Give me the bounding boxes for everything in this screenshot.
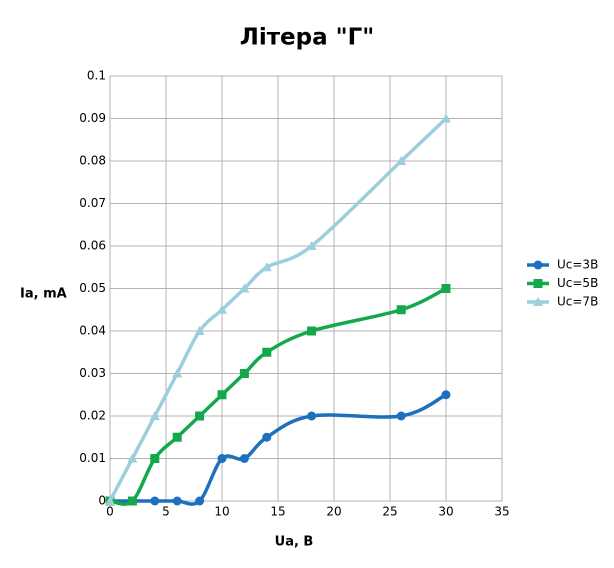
- marker: [441, 390, 451, 400]
- x-axis-label: Ua, B: [275, 535, 314, 550]
- marker: [307, 326, 317, 336]
- x-tick-label: 15: [270, 505, 285, 519]
- x-tick-label: 10: [214, 505, 229, 519]
- y-tick-label: 0.08: [79, 154, 106, 168]
- legend-label: Uc=3B: [557, 258, 598, 272]
- marker: [239, 454, 249, 463]
- y-tick-label: 0.09: [79, 111, 106, 125]
- marker: [172, 432, 182, 442]
- y-tick-label: 0.05: [79, 281, 106, 295]
- marker: [172, 368, 183, 378]
- marker: [217, 304, 227, 314]
- x-tick-label: 30: [438, 505, 453, 519]
- marker: [396, 305, 406, 315]
- y-tick-label: 0.02: [79, 409, 106, 423]
- marker: [441, 284, 451, 293]
- x-tick-label: 5: [162, 505, 170, 519]
- marker: [127, 453, 138, 463]
- marker: [307, 411, 317, 421]
- marker: [396, 156, 407, 165]
- y-tick-label: 0.07: [79, 196, 106, 210]
- marker: [194, 326, 205, 335]
- marker: [217, 454, 227, 463]
- marker: [533, 297, 543, 306]
- chart-title: Літера "Г": [240, 25, 375, 51]
- y-axis-label: Ia, mA: [20, 287, 67, 302]
- y-tick-label: 0.1: [87, 69, 106, 83]
- legend-label: Uc=7B: [557, 295, 598, 309]
- x-tick-label: 0: [106, 505, 114, 519]
- marker: [533, 260, 543, 270]
- plot-border: [109, 75, 503, 502]
- marker: [239, 283, 250, 293]
- y-tick-label: 0.01: [79, 451, 106, 465]
- x-tick-label: 20: [326, 505, 341, 519]
- marker: [195, 496, 205, 506]
- marker: [150, 496, 160, 506]
- marker: [150, 454, 160, 463]
- y-tick-label: 0.04: [79, 324, 106, 338]
- marker: [262, 432, 272, 442]
- marker: [149, 411, 160, 420]
- marker: [533, 279, 543, 288]
- marker: [127, 496, 137, 506]
- marker: [195, 411, 205, 421]
- marker: [262, 347, 272, 357]
- marker: [105, 496, 115, 505]
- marker: [441, 113, 451, 123]
- marker: [306, 241, 317, 250]
- line: [108, 117, 448, 502]
- marker: [396, 411, 406, 421]
- marker: [239, 369, 249, 378]
- marker: [217, 390, 227, 400]
- x-tick-label: 35: [494, 505, 509, 519]
- legend-label: Uc=5B: [557, 276, 598, 290]
- y-tick-label: 0.06: [79, 239, 106, 253]
- marker: [172, 496, 182, 506]
- marker: [261, 262, 272, 272]
- y-tick-label: 0.03: [79, 366, 106, 380]
- x-tick-label: 25: [382, 505, 397, 519]
- y-tick-label: 0: [98, 494, 106, 508]
